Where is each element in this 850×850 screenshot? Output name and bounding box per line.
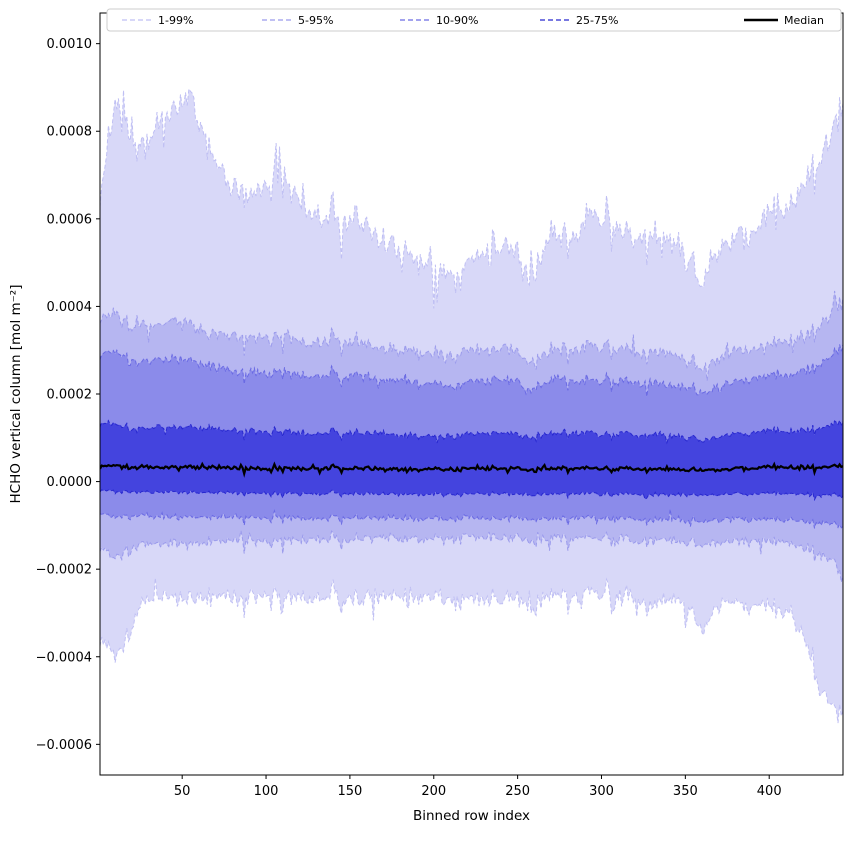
percentile-line-p01 — [100, 577, 843, 724]
x-tick-label: 350 — [673, 784, 698, 799]
legend-label: 25-75% — [576, 14, 618, 27]
legend-label: 10-90% — [436, 14, 478, 27]
percentile-line-p05 — [100, 530, 843, 583]
x-tick-label: 150 — [337, 784, 362, 799]
percentile-line-p75 — [100, 418, 843, 445]
percentile-line-p99 — [100, 87, 843, 309]
legend-label: Median — [784, 14, 824, 27]
x-tick-label: 100 — [254, 784, 279, 799]
x-axis-label: Binned row index — [413, 808, 530, 824]
legend: 1-99% 5-95% 10-90% 25-75% Median — [106, 8, 842, 32]
y-tick-label: 0.0002 — [47, 388, 93, 403]
x-tick-label: 50 — [174, 784, 191, 799]
x-tick-label: 300 — [589, 784, 614, 799]
legend-label: 1-99% — [158, 14, 193, 27]
y-tick-label: −0.0004 — [36, 650, 92, 665]
percentile-line-p95 — [100, 290, 843, 381]
x-tick-label: 400 — [757, 784, 782, 799]
legend-box — [106, 8, 842, 32]
y-tick-label: −0.0006 — [36, 738, 92, 753]
y-tick-label: 0.0006 — [47, 212, 93, 227]
y-axis-label: HCHO vertical column [mol m⁻²] — [8, 285, 24, 504]
y-tick-label: 0.0008 — [47, 125, 93, 140]
y-tick-label: 0.0004 — [47, 300, 93, 315]
percentile-line-p90 — [100, 344, 843, 397]
legend-label: 5-95% — [298, 14, 333, 27]
y-tick-label: 0.0000 — [47, 475, 93, 490]
y-tick-label: 0.0010 — [47, 37, 93, 52]
percentile-band-25-75% — [100, 420, 843, 500]
plot-area — [100, 87, 843, 724]
x-tick-label: 200 — [421, 784, 446, 799]
y-tick-label: −0.0002 — [36, 563, 92, 578]
percentile-line-p25 — [100, 489, 843, 502]
x-tick-label: 250 — [505, 784, 530, 799]
median-line — [100, 461, 843, 478]
